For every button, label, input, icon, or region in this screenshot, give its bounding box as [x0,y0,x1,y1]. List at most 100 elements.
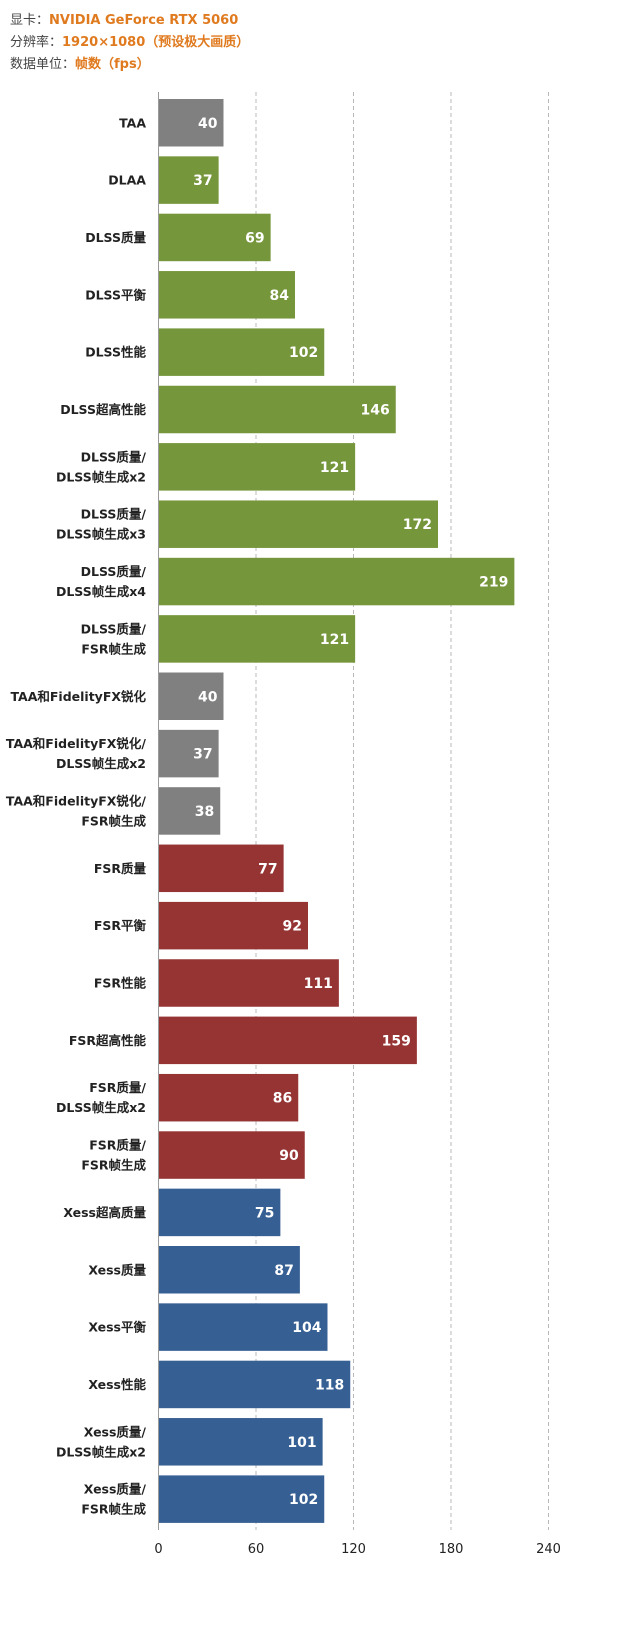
bar-value-label-24: 101 [287,1435,316,1451]
x-tick-label-180: 180 [439,1542,464,1557]
bar-9 [158,557,515,606]
bar-value-label-21: 87 [274,1263,293,1279]
x-tick-label-60: 60 [248,1542,265,1557]
bar-value-label-5: 102 [289,345,318,361]
category-label-23: Xess性能 [88,1377,146,1392]
bar-value-label-2: 37 [193,173,212,189]
bar-value-label-18: 86 [273,1091,292,1107]
bar-14 [158,844,284,893]
bar-value-label-17: 159 [382,1033,411,1049]
bar-18 [158,1073,299,1122]
bar-7 [158,443,356,491]
category-label-15: FSR平衡 [94,918,147,933]
category-label-24-line-1: Xess质量/ [84,1424,147,1439]
category-label-7-line-2: DLSS帧生成x2 [56,469,146,484]
category-label-7-line-1: DLSS质量/ [81,449,147,464]
bar-6 [158,385,396,434]
bar-value-label-22: 104 [292,1320,321,1336]
category-label-24-line-2: DLSS帧生成x2 [56,1444,146,1459]
category-label-20: Xess超高质量 [63,1205,146,1220]
x-tick-label-120: 120 [341,1542,366,1557]
category-label-17: FSR超高性能 [69,1033,147,1048]
category-label-11: TAA和FidelityFX锐化 [10,689,146,704]
bar-20 [158,1188,281,1237]
category-label-10-line-2: FSR帧生成 [81,641,146,656]
category-label-14: FSR质量 [94,861,147,876]
resolution-value: 1920×1080（预设极大画质） [62,35,250,50]
category-label-9-line-1: DLSS质量/ [81,564,147,579]
bar-16 [158,959,339,1007]
bar-4 [158,271,295,319]
category-label-13-line-1: TAA和FidelityFX锐化/ [6,793,147,808]
bar-value-label-6: 146 [361,403,390,419]
bar-value-label-12: 37 [193,747,212,763]
category-label-18-line-1: FSR质量/ [89,1080,146,1095]
gpu-line: 显卡：NVIDIA GeForce RTX 5060 [10,10,249,32]
category-label-25-line-2: FSR帧生成 [81,1502,146,1517]
bar-3 [158,213,271,262]
bar-1 [158,99,224,147]
gpu-key: 显卡： [10,13,50,28]
bar-value-label-4: 84 [270,288,290,304]
resolution-line: 分辨率：1920×1080（预设极大画质） [10,32,249,54]
bar-value-label-1: 40 [198,116,218,132]
bar-8 [158,500,438,548]
bar-13 [158,787,221,835]
bar-value-label-8: 172 [403,517,432,533]
bar-value-label-19: 90 [279,1148,299,1164]
bar-value-label-25: 102 [289,1492,318,1508]
bar-value-label-23: 118 [315,1377,344,1393]
bar-22 [158,1303,328,1351]
x-tick-label-0: 0 [154,1542,162,1557]
unit-value: 帧数（fps） [75,57,150,72]
bar-10 [158,615,356,663]
category-label-5: DLSS性能 [85,345,146,360]
bar-12 [158,729,219,778]
x-tick-label-240: 240 [536,1542,561,1557]
bar-24 [158,1418,323,1466]
bar-value-label-20: 75 [255,1205,274,1221]
bar-value-label-11: 40 [198,689,218,705]
bar-23 [158,1360,351,1409]
bar-21 [158,1246,300,1294]
category-label-19-line-2: FSR帧生成 [81,1158,146,1173]
category-label-21: Xess质量 [88,1262,146,1277]
category-label-8-line-2: DLSS帧生成x3 [56,527,146,542]
bar-2 [158,156,219,204]
bar-25 [158,1475,325,1523]
unit-key: 数据单位： [10,57,76,72]
bar-5 [158,328,325,376]
resolution-key: 分辨率： [10,35,63,50]
bar-value-label-13: 38 [195,804,214,820]
category-label-13-line-2: FSR帧生成 [81,813,146,828]
bar-15 [158,901,308,950]
bar-value-label-7: 121 [320,460,349,476]
category-label-2: DLAA [108,173,146,188]
bar-value-label-9: 219 [479,575,508,591]
category-label-9-line-2: DLSS帧生成x4 [56,584,146,599]
category-label-4: DLSS平衡 [85,287,146,302]
bar-value-label-14: 77 [258,861,277,877]
bar-11 [158,672,224,720]
bar-19 [158,1131,305,1179]
bar-value-label-16: 111 [304,976,333,992]
category-label-12-line-1: TAA和FidelityFX锐化/ [6,736,147,751]
bar-17 [158,1016,417,1065]
category-label-19-line-1: FSR质量/ [89,1138,146,1153]
bar-value-label-10: 121 [320,632,349,648]
category-label-8-line-1: DLSS质量/ [81,507,147,522]
category-label-10-line-1: DLSS质量/ [81,621,147,636]
bar-value-label-15: 92 [283,919,302,935]
category-label-12-line-2: DLSS帧生成x2 [56,756,146,771]
unit-line: 数据单位：帧数（fps） [10,54,249,76]
chart-header: 显卡：NVIDIA GeForce RTX 5060 分辨率：1920×1080… [10,10,249,76]
category-label-22: Xess平衡 [88,1320,146,1335]
bar-value-label-3: 69 [245,230,264,246]
category-label-25-line-1: Xess质量/ [84,1482,147,1497]
category-label-18-line-2: DLSS帧生成x2 [56,1100,146,1115]
gpu-value: NVIDIA GeForce RTX 5060 [49,13,239,28]
category-label-1: TAA [119,115,146,130]
category-label-16: FSR性能 [94,976,147,991]
category-label-6: DLSS超高性能 [60,402,146,417]
